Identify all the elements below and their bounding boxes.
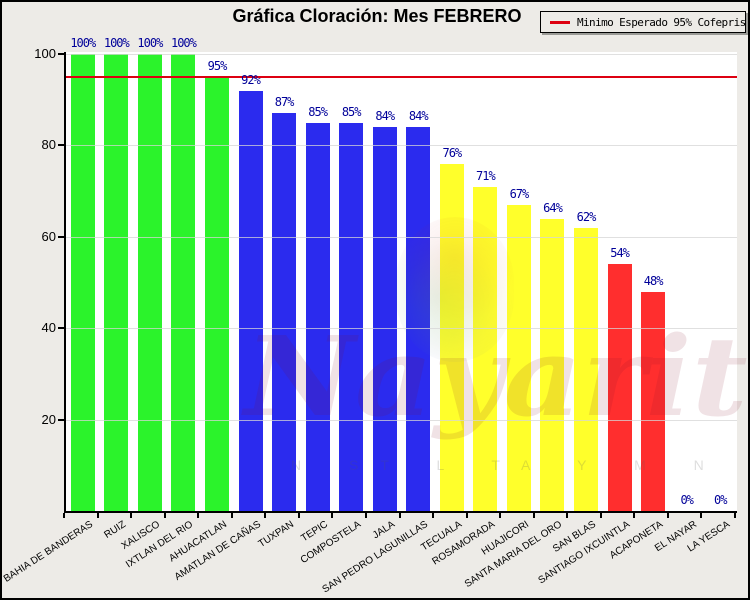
- gridline: [66, 145, 737, 147]
- bar: [238, 91, 263, 511]
- x-axis-tick: [163, 513, 166, 518]
- y-axis-tick: [58, 418, 64, 421]
- bar-value-label: 62%: [576, 210, 597, 224]
- x-axis-tick: [700, 513, 703, 518]
- bar-value-label: 0%: [680, 493, 693, 507]
- gridline: [66, 54, 737, 55]
- y-axis-tick-label: 80: [41, 137, 56, 153]
- chart-title: Gráfica Cloración: Mes FEBRERO: [232, 6, 522, 26]
- x-axis-tick: [499, 513, 502, 518]
- bar-value-label: 87%: [274, 95, 295, 109]
- x-axis-tick: [432, 513, 435, 518]
- y-axis-tick: [58, 235, 64, 238]
- bar: [70, 54, 95, 511]
- bar-value-label: 67%: [509, 187, 530, 201]
- bar: [171, 54, 196, 511]
- bar: [272, 113, 297, 511]
- x-axis-tick: [398, 513, 401, 518]
- bar-value-label: 76%: [442, 146, 462, 160]
- legend-label: Minimo Esperado 95% Cofepris: [577, 15, 746, 29]
- x-axis-tick: [230, 513, 233, 518]
- bar-value-label: 71%: [476, 169, 496, 183]
- reference-line-95: [66, 75, 737, 78]
- bar: [506, 205, 531, 511]
- x-axis-tick: [63, 513, 65, 518]
- bar: [305, 123, 330, 511]
- bar-value-label: 100%: [70, 36, 96, 50]
- bar: [204, 77, 229, 511]
- bar-value-label: 92%: [241, 73, 261, 87]
- bar: [439, 164, 464, 511]
- y-axis-tick-label: 60: [41, 228, 56, 244]
- x-axis-tick: [633, 513, 636, 518]
- bar-value-label: 100%: [137, 36, 163, 50]
- x-axis-tick: [130, 513, 133, 518]
- bar-value-label: 48%: [643, 274, 664, 288]
- bar: [406, 127, 431, 511]
- x-axis-tick: [197, 513, 200, 518]
- watermark-script-text: Nayarit: [244, 312, 748, 441]
- plot-area: Nayarit N ST L TA Y M N O 100% 100% 100% 10…: [64, 36, 748, 513]
- bar: [137, 54, 162, 511]
- legend-line-swatch: [550, 20, 570, 24]
- watermark-emblem-icon: [396, 217, 514, 362]
- x-axis-tick: [734, 513, 736, 518]
- bar: [372, 127, 397, 511]
- bar-value-label: 54%: [610, 246, 630, 260]
- bar: [574, 228, 599, 511]
- x-axis-tick: [96, 513, 99, 518]
- bar-value-label: 0%: [713, 493, 727, 507]
- x-axis-tick: [297, 513, 300, 518]
- bar: [339, 123, 364, 511]
- bar: [473, 187, 498, 511]
- y-axis-tick-label: 100: [34, 46, 56, 61]
- gridline: [66, 419, 737, 421]
- bar-value-label: 84%: [375, 109, 395, 123]
- y-axis-tick-label: 40: [41, 320, 56, 336]
- y-axis-tick: [58, 327, 64, 330]
- gridline: [66, 236, 737, 238]
- x-axis-tick: [364, 513, 367, 518]
- x-axis-tick: [666, 513, 669, 518]
- bar: [540, 219, 565, 511]
- y-axis-tick: [58, 53, 64, 55]
- bar-value-label: 84%: [408, 109, 429, 123]
- bar: [104, 54, 129, 511]
- bar-value-label: 95%: [207, 59, 228, 73]
- x-axis-tick: [599, 513, 602, 518]
- legend: Minimo Esperado 95% Cofepris: [540, 11, 746, 33]
- y-axis-tick-label: 20: [41, 411, 56, 427]
- bar-value-label: 100%: [103, 36, 130, 50]
- x-axis-tick: [566, 513, 569, 518]
- x-axis-tick: [465, 513, 468, 518]
- y-axis-tick: [58, 144, 64, 147]
- bar: [607, 264, 632, 511]
- gridline: [66, 328, 737, 330]
- x-axis-tick: [264, 513, 267, 518]
- bar-value-label: 64%: [543, 201, 563, 215]
- bar-value-label: 85%: [341, 105, 362, 119]
- x-axis-tick: [331, 513, 334, 518]
- bar-value-label: 100%: [170, 36, 197, 50]
- x-axis-tick: [532, 513, 535, 518]
- bar-value-label: 85%: [308, 105, 328, 119]
- watermark-letters: N ST L TA Y M N O: [291, 457, 750, 473]
